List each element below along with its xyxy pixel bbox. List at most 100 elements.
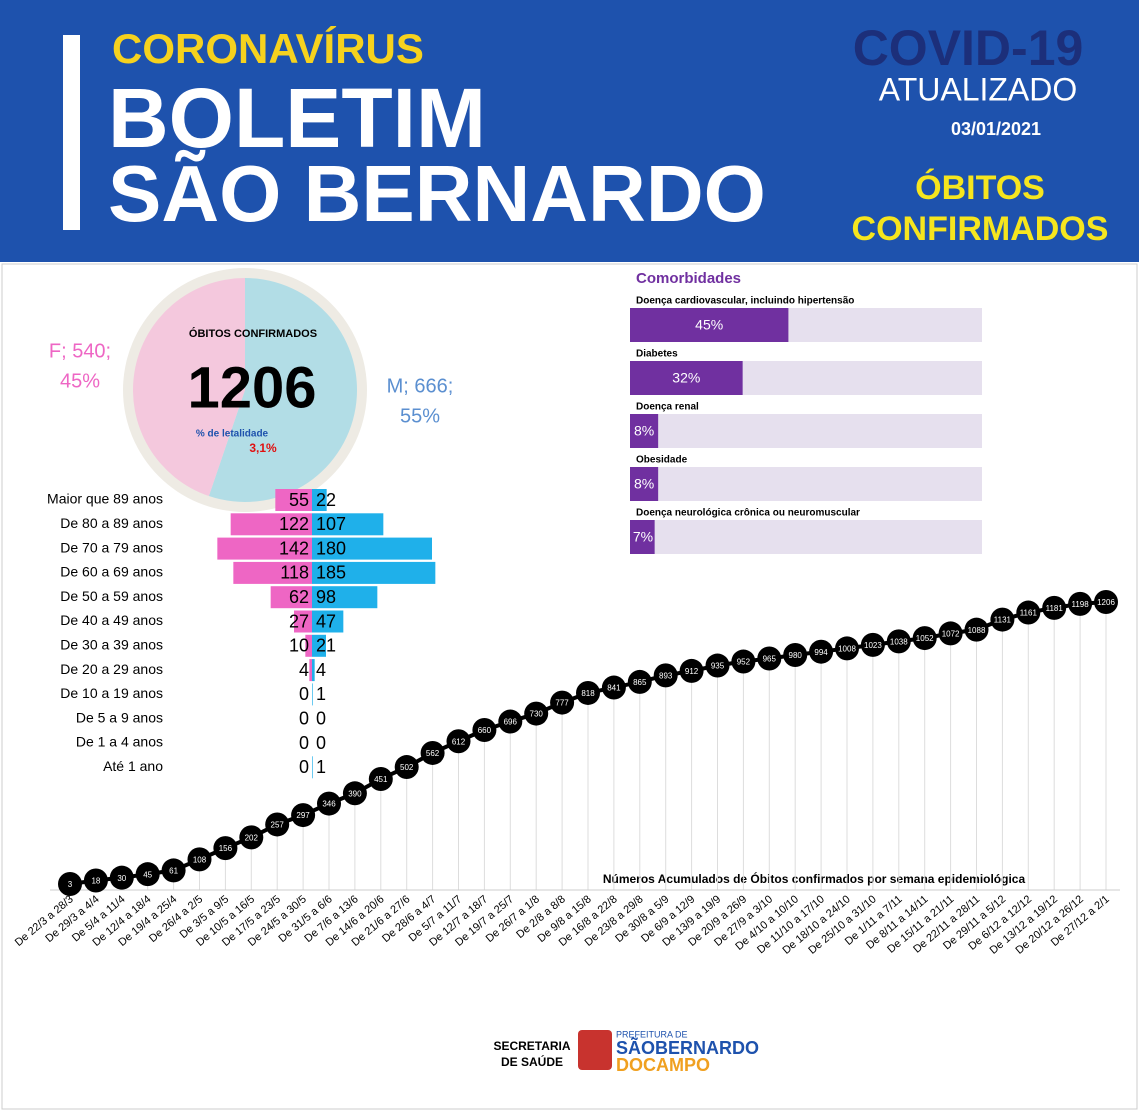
point: [627, 669, 652, 694]
point-label: 1008: [838, 645, 856, 654]
comorb-title: Comorbidades: [636, 270, 741, 287]
point-label: 841: [607, 684, 621, 693]
age-label: Maior que 89 anos: [47, 491, 163, 507]
comorb-bar: [630, 308, 789, 342]
comorb-value: 7%: [633, 529, 653, 545]
bar-male: [312, 537, 432, 560]
age-label: De 50 a 59 anos: [60, 588, 163, 604]
female-value: 10: [289, 636, 309, 656]
point: [679, 658, 704, 683]
point-label: 61: [169, 867, 178, 876]
male-value: 180: [316, 538, 346, 558]
bar-male: [312, 489, 327, 511]
point: [783, 642, 808, 667]
bar-female: [233, 561, 312, 584]
point-label: 18: [91, 877, 100, 886]
point-label: 1038: [890, 637, 908, 646]
age-label: De 10 a 19 anos: [60, 685, 163, 701]
comorb-name: Diabetes: [636, 349, 678, 360]
point-label: 562: [426, 749, 440, 758]
point: [498, 709, 523, 734]
section: CONFIRMADOS: [852, 210, 1109, 248]
point: [835, 636, 859, 661]
point-label: 30: [117, 874, 126, 883]
bar-male: [312, 756, 313, 779]
point: [368, 766, 393, 791]
point: [83, 868, 108, 893]
point-label: 818: [581, 689, 595, 698]
point-label: 156: [219, 844, 233, 853]
footer-city: SÃOBERNARDO: [616, 1037, 759, 1058]
female-value: 0: [299, 684, 309, 704]
point-label: 1088: [968, 626, 986, 635]
point-label: 980: [789, 651, 803, 660]
female-value: 142: [279, 538, 309, 558]
point: [757, 646, 782, 671]
age-label: De 40 a 49 anos: [60, 612, 163, 628]
point: [524, 701, 549, 726]
point: [342, 781, 367, 806]
female-value: 27: [289, 611, 309, 631]
point: [601, 675, 626, 700]
comorb-value: 8%: [634, 476, 654, 492]
header-band: [0, 0, 1139, 262]
point: [653, 663, 678, 688]
section: ÓBITOS: [915, 169, 1045, 207]
point: [912, 626, 937, 651]
bar-female: [275, 489, 312, 511]
bar-male: [312, 586, 378, 609]
comorb-value: 32%: [672, 370, 700, 386]
point-label: 108: [193, 855, 207, 864]
point-label: 346: [322, 800, 336, 809]
bar-female: [217, 537, 312, 560]
point: [938, 621, 963, 646]
point-label: 3: [68, 880, 73, 889]
pie-label: F; 540;: [49, 340, 111, 362]
point: [809, 639, 834, 664]
comorb-bar: [630, 414, 659, 448]
male-value: 47: [316, 611, 336, 631]
summary-label: ÓBITOS CONFIRMADOS: [189, 327, 317, 340]
male-value: 1: [316, 684, 326, 704]
point-label: 257: [271, 821, 285, 830]
age-label: De 70 a 79 anos: [60, 539, 163, 555]
pie-slice: [208, 278, 357, 503]
point-label: 1052: [916, 634, 934, 643]
female-value: 118: [280, 563, 309, 583]
comorb-bar: [630, 361, 743, 395]
point: [705, 653, 730, 678]
comorb-name: Obesidade: [636, 455, 688, 466]
point: [187, 847, 212, 872]
point-label: 1131: [994, 616, 1012, 625]
city-crest: [578, 1030, 612, 1070]
badge: COVID-19: [853, 20, 1084, 76]
male-value: 22: [316, 490, 336, 510]
pie-percent: 45%: [60, 370, 100, 392]
point: [886, 629, 911, 654]
footer-dept: SECRETARIA: [493, 1039, 570, 1053]
age-label: De 60 a 69 anos: [60, 564, 163, 580]
bar-female: [270, 586, 312, 609]
line-title: Números Acumulados de Óbitos confirmados…: [603, 871, 1026, 886]
female-value: 55: [289, 490, 309, 510]
point: [109, 865, 134, 890]
header-bar: [63, 35, 80, 230]
male-value: 107: [316, 514, 346, 534]
point: [161, 858, 186, 883]
bar-male: [312, 513, 384, 536]
pie-label: M; 666;: [387, 375, 454, 397]
point: [576, 680, 600, 705]
comorb-track: [630, 467, 982, 501]
point: [394, 755, 419, 780]
lethality: 3,1%: [249, 441, 277, 455]
male-value: 98: [316, 587, 336, 607]
female-value: 122: [279, 514, 309, 534]
male-value: 4: [316, 660, 326, 680]
footer-dept: DE SAÚDE: [501, 1054, 563, 1069]
point-label: 1206: [1097, 598, 1115, 607]
point: [420, 740, 445, 765]
female-value: 0: [299, 708, 309, 728]
age-label: De 30 a 39 anos: [60, 637, 163, 653]
point-label: 1023: [864, 641, 882, 650]
